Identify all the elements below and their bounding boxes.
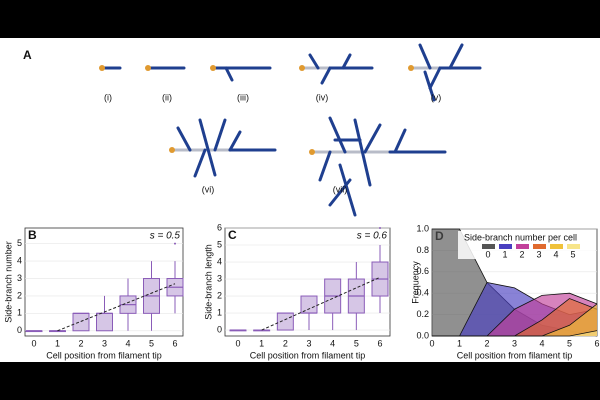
area bbox=[432, 330, 597, 336]
y-tick-label: 1 bbox=[17, 308, 22, 318]
legend-label: 3 bbox=[536, 249, 541, 259]
legend-swatch bbox=[550, 244, 563, 249]
y-axis-label: Side-branch length bbox=[203, 244, 213, 320]
y-tick-label: 0 bbox=[217, 324, 222, 334]
panel-label: A bbox=[23, 48, 32, 62]
diagram-label: (ii) bbox=[162, 92, 172, 102]
y-tick-label: 0.4 bbox=[416, 288, 429, 298]
diagram-label: (v) bbox=[431, 92, 442, 102]
outlier bbox=[174, 242, 176, 245]
filament-diagrams bbox=[99, 43, 482, 217]
bottom-bar bbox=[0, 362, 600, 400]
legend-title: Side-branch number per cell bbox=[464, 232, 577, 242]
x-tick-label: 2 bbox=[283, 338, 288, 348]
x-axis-label: Cell position from filament tip bbox=[250, 350, 366, 360]
x-tick-label: 6 bbox=[377, 338, 382, 348]
legend-swatch bbox=[567, 244, 580, 249]
x-tick-label: 4 bbox=[330, 338, 335, 348]
x-tick-label: 1 bbox=[259, 338, 264, 348]
y-tick-label: 0.6 bbox=[416, 266, 429, 276]
x-tick-label: 2 bbox=[484, 338, 489, 348]
y-tick-label: 4 bbox=[17, 255, 22, 265]
x-tick-label: 5 bbox=[354, 338, 359, 348]
annotation: s = 0.6 bbox=[357, 231, 388, 242]
y-tick-label: 1.0 bbox=[416, 223, 429, 233]
legend-label: 4 bbox=[553, 249, 558, 259]
diagram-label: (iv) bbox=[316, 92, 329, 102]
box bbox=[300, 295, 318, 314]
x-tick-label: 3 bbox=[102, 338, 107, 348]
legend-swatch bbox=[499, 244, 512, 249]
x-tick-label: 6 bbox=[172, 338, 177, 348]
outlier bbox=[379, 227, 381, 229]
y-tick-label: 2 bbox=[217, 290, 222, 300]
x-axis-label: Cell position from filament tip bbox=[46, 350, 162, 360]
x-tick-label: 0 bbox=[31, 338, 36, 348]
fit-line bbox=[57, 283, 176, 332]
panel-label: B bbox=[28, 228, 37, 242]
diagram-label: (iii) bbox=[237, 92, 249, 102]
x-tick-label: 3 bbox=[306, 338, 311, 348]
y-tick-label: 5 bbox=[217, 239, 222, 249]
area bbox=[432, 298, 597, 336]
y-tick-label: 3 bbox=[17, 273, 22, 283]
y-tick-label: 2 bbox=[17, 290, 22, 300]
x-tick-label: 0 bbox=[235, 338, 240, 348]
legend-label: 0 bbox=[485, 249, 490, 259]
box bbox=[96, 312, 113, 332]
x-tick-label: 1 bbox=[55, 338, 60, 348]
diagram-label: (vi) bbox=[202, 184, 215, 194]
y-axis-label: Side-branch number bbox=[3, 241, 13, 323]
y-tick-label: 3 bbox=[217, 273, 222, 283]
legend-swatch bbox=[516, 244, 529, 249]
x-tick-label: 4 bbox=[539, 338, 544, 348]
y-axis-label: Frequency bbox=[410, 261, 420, 304]
plot-area bbox=[224, 227, 391, 337]
legend-swatch bbox=[482, 244, 495, 249]
x-tick-label: 5 bbox=[567, 338, 572, 348]
y-tick-label: 5 bbox=[17, 238, 22, 248]
x-tick-label: 4 bbox=[125, 338, 130, 348]
x-tick-label: 6 bbox=[594, 338, 599, 348]
legend-label: 1 bbox=[502, 249, 507, 259]
y-tick-label: 4 bbox=[217, 256, 222, 266]
panel-label: C bbox=[228, 228, 237, 242]
y-tick-label: 0.8 bbox=[416, 245, 429, 255]
y-tick-label: 0.2 bbox=[416, 309, 429, 319]
x-tick-label: 1 bbox=[457, 338, 462, 348]
fit-line bbox=[261, 276, 381, 331]
diagram-label: (i) bbox=[104, 92, 112, 102]
y-tick-label: 1 bbox=[217, 307, 222, 317]
box bbox=[276, 312, 294, 331]
plot-area bbox=[24, 227, 184, 337]
box bbox=[72, 312, 90, 332]
y-tick-label: 0.0 bbox=[416, 330, 429, 340]
y-tick-label: 6 bbox=[217, 222, 222, 232]
legend-label: 5 bbox=[570, 249, 575, 259]
legend-swatch bbox=[533, 244, 546, 249]
annotation: s = 0.5 bbox=[150, 231, 181, 242]
legend-label: 2 bbox=[519, 249, 524, 259]
area bbox=[432, 303, 597, 336]
diagram-label: (vii) bbox=[333, 184, 348, 194]
x-axis-label: Cell position from filament tip bbox=[457, 350, 573, 360]
x-tick-label: 0 bbox=[429, 338, 434, 348]
area-outline bbox=[432, 330, 598, 337]
x-tick-label: 5 bbox=[149, 338, 154, 348]
y-tick-label: 0 bbox=[17, 325, 22, 335]
x-tick-label: 3 bbox=[512, 338, 517, 348]
x-tick-label: 2 bbox=[78, 338, 83, 348]
